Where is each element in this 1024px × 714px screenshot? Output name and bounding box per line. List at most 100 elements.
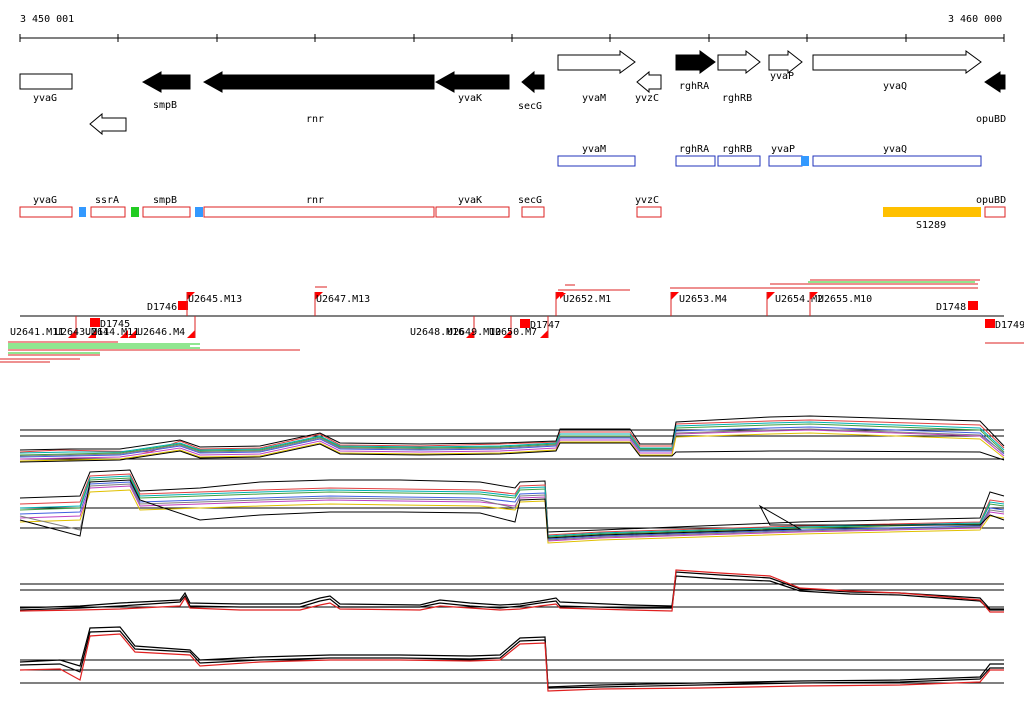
gene-arrow-unnamed[interactable] (89, 112, 127, 136)
gene-arrow-yvzC[interactable] (636, 70, 662, 94)
marker-U2641[interactable] (68, 330, 76, 338)
gene-label-yvzC: yvzC (635, 93, 659, 104)
operon-box-yvaQ[interactable] (812, 155, 982, 167)
marker-label-U2641: U2641.M11 (10, 327, 64, 338)
operon-label-yvaM: yvaM (582, 144, 606, 155)
marker-label-U2652: U2652.M1 (563, 294, 611, 305)
gene-arrow-opuBD[interactable] (984, 71, 1006, 93)
operon-label-yvzC: yvzC (635, 195, 659, 206)
operon-box-yvaG[interactable] (19, 206, 73, 218)
summary1-traces (19, 569, 1004, 613)
marker-U2648[interactable] (466, 330, 474, 338)
gene-label-yvaQ: yvaQ (883, 81, 907, 92)
gene-arrow-rghRA[interactable] (675, 50, 716, 74)
marker-label-D1749: D1749 (995, 320, 1024, 331)
operon-box-secG[interactable] (521, 206, 545, 218)
operon-box-rghRB[interactable] (717, 155, 761, 167)
marker-label-U2650: U2650.M7 (489, 327, 537, 338)
marker-label-U2647: U2647.M13 (316, 294, 370, 305)
operon-track-red: yvaG ssrA smpB rnr yvaK secG yvzC S1289 … (19, 195, 1006, 231)
operon-box-smpB[interactable] (142, 206, 191, 218)
gene-arrow-yvaQ[interactable] (812, 50, 982, 74)
gene-arrow-smpB[interactable] (141, 71, 191, 93)
gene-label-yvaM: yvaM (582, 93, 606, 104)
operon-box-yvaM[interactable] (557, 155, 636, 167)
panel2-traces (19, 469, 1005, 544)
lower-marker-lines (0, 341, 1024, 363)
operon-tick-green (131, 207, 139, 217)
panel2-reference-lines (20, 507, 1004, 529)
marker-D1749[interactable] (985, 319, 995, 328)
ruler-end-label: 3 460 000 (948, 14, 1002, 25)
operon-tick-2 (195, 207, 203, 217)
gene-arrow-rnr[interactable] (202, 71, 435, 93)
gene-arrow-yvaG[interactable] (19, 73, 73, 90)
marker-U2643[interactable] (88, 330, 96, 338)
panel1-traces (19, 415, 1005, 463)
operon-label-yvaK: yvaK (458, 195, 482, 206)
operon-box-yvaK[interactable] (435, 206, 510, 218)
marker-label-U2644: U2644.M11 (85, 327, 139, 338)
gene-label-yvaK: yvaK (458, 93, 482, 104)
operon-label-yvaP: yvaP (771, 144, 795, 155)
gene-arrow-rghRB[interactable] (717, 49, 761, 75)
gene-arrow-yvaM[interactable] (557, 50, 636, 74)
operon-label-smpB: smpB (153, 195, 177, 206)
marker-label-U2653: U2653.M4 (679, 294, 727, 305)
gene-arrow-yvaP[interactable] (768, 49, 803, 75)
marker-label-U2654: U2654.M2 (775, 294, 823, 305)
summary2-reference-lines (20, 659, 1004, 684)
operon-label-yvaG: yvaG (33, 195, 57, 206)
summary2-traces (19, 626, 1004, 692)
marker-label-U2655: U2655.M10 (818, 294, 872, 305)
summary-panel-1 (19, 569, 1004, 613)
marker-U2646[interactable] (187, 330, 195, 338)
operon-box-yvaP[interactable] (768, 155, 803, 167)
operon-label-secG: secG (518, 195, 542, 206)
gene-label-yvaP: yvaP (770, 71, 794, 82)
marker-U2647[interactable] (315, 292, 323, 300)
marker-U2644[interactable] (120, 330, 128, 338)
marker-D1746[interactable] (178, 301, 188, 310)
marker-D1748[interactable] (968, 301, 978, 310)
operon-label-ssrA: ssrA (95, 195, 119, 206)
operon-track-blue: yvaM rghRA rghRB yvaP yvaQ (557, 144, 982, 167)
marker-U2653[interactable] (671, 292, 679, 300)
ruler-ticks (19, 34, 1005, 42)
upper-marker-lines (315, 279, 980, 291)
marker-U2654[interactable] (767, 292, 775, 300)
marker-D1745[interactable] (90, 318, 100, 327)
summary1-reference-lines (20, 583, 1004, 608)
marker-label-D1746: D1746 (147, 302, 177, 313)
operon-box-yvzC[interactable] (636, 206, 662, 218)
operon-box-rghRA[interactable] (675, 155, 716, 167)
operon-box-opuBD[interactable] (984, 206, 1006, 218)
marker-label-D1747: D1747 (530, 320, 560, 331)
marker-D1747[interactable] (520, 319, 530, 328)
feature-S1289[interactable] (883, 207, 981, 217)
expression-panel-2 (19, 469, 1005, 544)
marker-U2655[interactable] (810, 292, 818, 300)
marker-label-U2643: U2643.M11 (55, 327, 109, 338)
operon-box-rnr[interactable] (203, 206, 435, 218)
operon-label-rnr: rnr (306, 195, 324, 206)
marker-U2649[interactable] (503, 330, 511, 338)
gene-label-opuBD: opuBD (976, 114, 1006, 125)
expression-panel-1 (19, 415, 1005, 463)
gene-track: yvaG smpB rnr yvaK secG yvaM yvzC rghRA … (19, 49, 1006, 136)
marker-U2650[interactable] (540, 330, 548, 338)
summary-panel-2 (19, 626, 1004, 692)
ruler-start-label: 3 450 001 (20, 14, 74, 25)
operon-tick-1 (79, 207, 86, 217)
gene-arrow-secG[interactable] (521, 70, 545, 94)
coordinate-ruler: 3 450 001 3 460 000 (19, 14, 1005, 42)
marker-U2645[interactable] (187, 292, 195, 300)
marker-label-U2649: U2649.M10 (447, 327, 501, 338)
marker-label-U2648: U2648.M16 (410, 327, 464, 338)
gene-arrow-yvaK[interactable] (434, 71, 510, 93)
operon-label-yvaQ: yvaQ (883, 144, 907, 155)
gene-label-yvaG: yvaG (33, 93, 57, 104)
operon-box-ssrA[interactable] (90, 206, 126, 218)
marker-label-D1745: D1745 (100, 319, 130, 330)
